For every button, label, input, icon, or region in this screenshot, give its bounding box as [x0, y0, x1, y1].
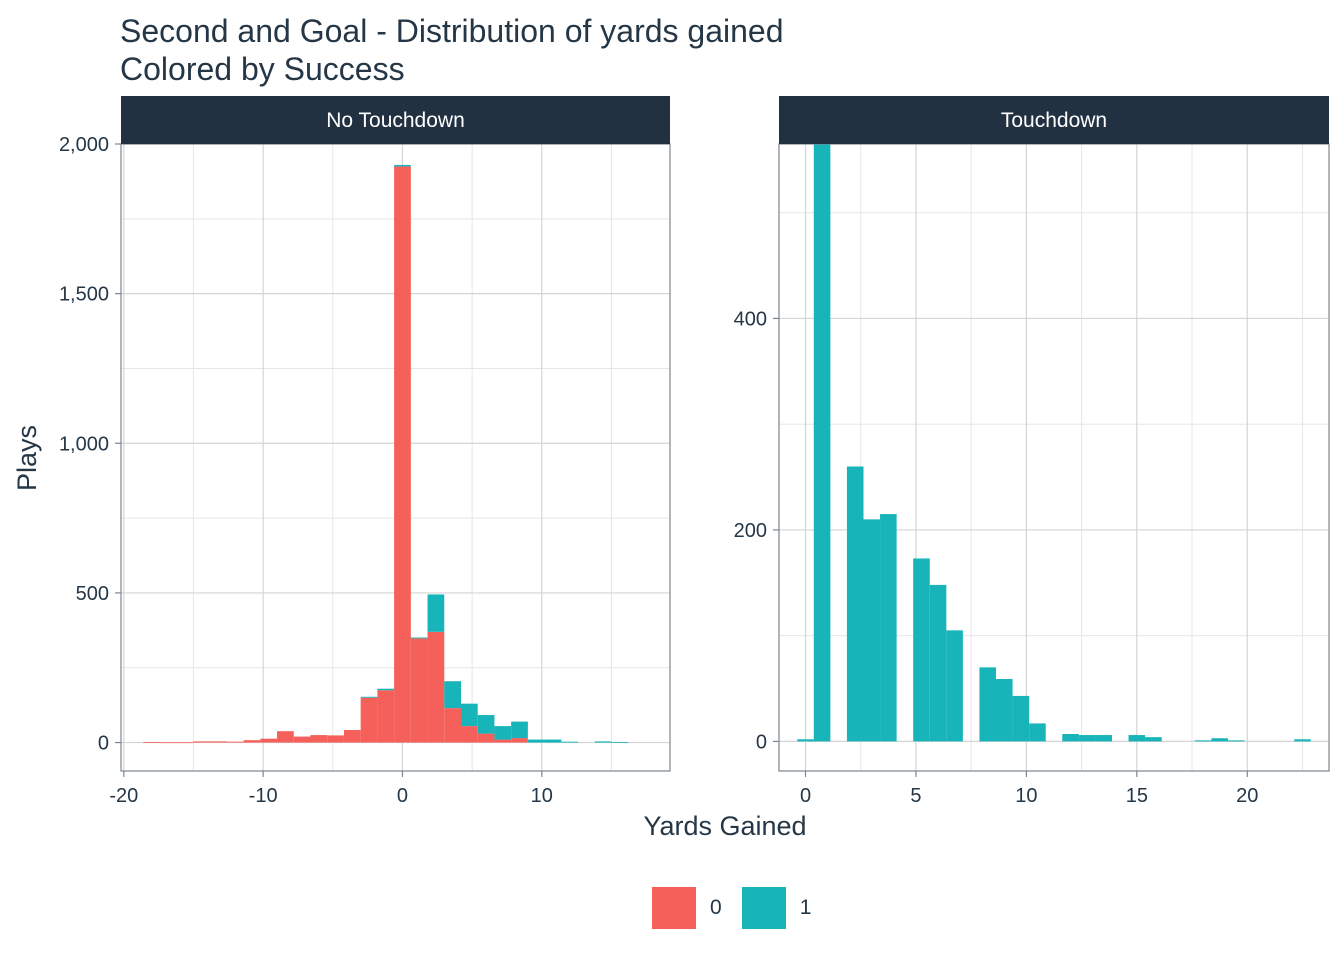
legend: 0 1 [652, 887, 831, 929]
bar-0-series-0-18 [444, 708, 461, 743]
x-tick-label: 15 [1126, 785, 1148, 807]
bar-1-series-1-17 [1194, 740, 1212, 742]
y-tick-label: 0 [98, 733, 109, 755]
bar-0-series-0-9 [293, 736, 311, 743]
y-tick-label: 2,000 [59, 134, 109, 156]
bar-0-series-0-5 [226, 741, 244, 743]
bar-0-series-0-11 [327, 735, 344, 743]
bar-1-series-1-13 [1078, 735, 1096, 742]
bar-0-series-0-3 [193, 741, 211, 743]
y-tick-label: 400 [734, 308, 767, 330]
bar-1-series-1-7 [946, 630, 963, 742]
x-tick-label: 20 [1236, 785, 1258, 807]
bar-0-series-0-12 [343, 729, 361, 743]
bar-0-series-1-14 [611, 741, 629, 743]
x-tick-label: 0 [800, 785, 811, 807]
y-tick-label: 500 [76, 583, 109, 605]
legend-label-1: 1 [799, 896, 812, 919]
bar-0-series-0-7 [260, 738, 278, 743]
bar-0-series-1-2 [394, 164, 411, 167]
bar-0-series-0-10 [310, 735, 328, 743]
bar-0-series-1-0 [360, 696, 378, 698]
bar-0-series-0-17 [427, 631, 445, 743]
bar-1-series-1-19 [1227, 740, 1245, 742]
bar-0-series-1-11 [544, 739, 562, 743]
bar-0-series-0-8 [277, 731, 294, 743]
bar-1-series-1-8 [979, 667, 997, 742]
bar-1-series-1-14 [1095, 735, 1112, 742]
bar-0-series-0-13 [360, 697, 378, 743]
bar-1-series-1-20 [1294, 739, 1311, 742]
bar-0-series-1-6 [460, 703, 478, 727]
bar-0-series-1-8 [494, 726, 512, 740]
bar-0-series-0-19 [460, 726, 478, 743]
bar-0-series-1-1 [377, 688, 395, 691]
bar-0-series-0-0 [143, 741, 161, 743]
chart-title: Second and Goal - Distribution of yards … [120, 13, 784, 49]
bar-0-series-0-15 [394, 166, 411, 743]
bar-0-series-0-1 [160, 742, 177, 744]
bar-0-series-0-16 [410, 638, 428, 743]
bar-0-series-0-6 [243, 740, 261, 743]
x-tick-label: -20 [109, 785, 138, 807]
y-tick-label: 1,000 [59, 433, 109, 455]
panel-1: Touchdown 0 200 400 0 5 10 15 20 [734, 96, 1330, 807]
bar-1-series-1-10 [1012, 695, 1030, 742]
y-axis-title: Plays [12, 425, 42, 491]
y-tick-label: 0 [756, 731, 767, 753]
y-tick-label: 200 [734, 520, 767, 542]
bar-0-series-0-21 [494, 739, 512, 743]
bar-0-series-1-7 [477, 715, 495, 734]
bar-1-series-1-2 [846, 466, 864, 742]
y-tick-label: 1,500 [59, 284, 109, 306]
bar-0-series-0-20 [477, 733, 495, 743]
bar-0-series-0-22 [511, 738, 528, 743]
bar-1-series-1-0 [797, 739, 814, 742]
bar-0-series-1-9 [511, 721, 528, 739]
bar-1-series-1-12 [1062, 733, 1079, 742]
bar-0-series-1-3 [410, 637, 428, 639]
bar-0-series-1-12 [561, 741, 579, 743]
legend-key-0 [652, 887, 696, 929]
bar-1-series-1-16 [1145, 737, 1162, 742]
x-axis-title: Yards Gained [643, 811, 806, 841]
bar-0-series-0-2 [176, 742, 194, 744]
legend-key-1 [741, 887, 786, 929]
bar-0-series-1-10 [527, 739, 545, 743]
x-tick-label: -10 [249, 785, 278, 807]
panel-0: No Touchdown 0 500 1,000 1,500 2,000 -20 -10 0 10 [59, 96, 671, 807]
bar-1-series-1-3 [863, 519, 881, 742]
facet-strip [779, 96, 1329, 144]
bar-0-series-0-14 [377, 690, 395, 743]
x-tick-label: 10 [531, 785, 553, 807]
legend-label-0: 0 [710, 896, 722, 919]
bar-1-series-1-9 [996, 679, 1013, 742]
bar-0-series-1-5 [444, 681, 461, 709]
bar-0-series-1-4 [427, 594, 445, 632]
x-tick-label: 5 [910, 785, 921, 807]
bar-0-series-0-4 [210, 741, 227, 743]
bar-1-series-1-6 [929, 584, 947, 742]
bar-1-series-1-11 [1029, 723, 1046, 742]
facet-label: Touchdown [1001, 109, 1107, 132]
facet-strip [121, 96, 670, 144]
x-tick-label: 10 [1015, 785, 1037, 807]
bar-1-series-1-18 [1211, 738, 1228, 742]
facet-label: No Touchdown [326, 109, 465, 132]
bar-1-series-1-5 [913, 558, 930, 742]
bar-0-series-1-13 [594, 741, 612, 743]
bar-1-series-1-4 [880, 514, 897, 742]
bar-1-series-1-15 [1128, 735, 1146, 742]
x-tick-label: 0 [397, 785, 408, 807]
chart-subtitle: Colored by Success [120, 51, 405, 87]
bar-1-series-1-1 [813, 142, 831, 742]
